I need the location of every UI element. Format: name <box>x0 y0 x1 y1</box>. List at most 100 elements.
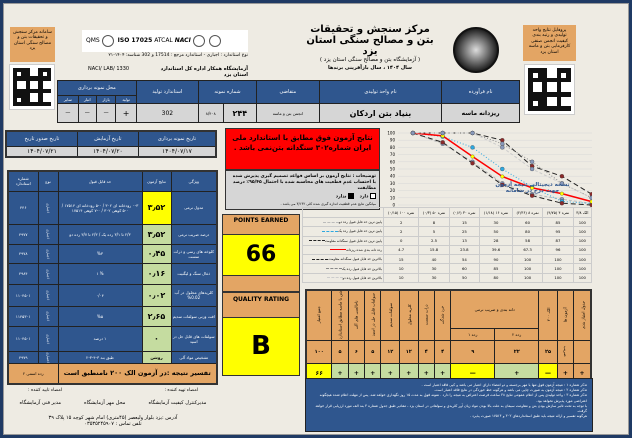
value-cell: 85 <box>542 216 574 228</box>
property-type: اجباری <box>37 243 59 264</box>
right-badge: پروفایل نتایج واحد تولیدی و رتبه بندی کی… <box>523 25 576 61</box>
series-row: پایین ترین حد قابل قبول رده دو 2 8 15 30 60 85… <box>302 216 593 228</box>
header-property: ویژگی <box>170 170 218 192</box>
legend-label: بالاترین حد قابل قبول رده دو <box>342 275 383 280</box>
title-line-3: ( آزمایشگاه بتن و مصالح سنگی استان یزد ) <box>319 57 421 63</box>
property-name: افت وزنی سولفات سدیم <box>170 305 218 327</box>
data-point <box>559 201 565 206</box>
header-limit: حد قابل قبول <box>57 170 143 192</box>
sampling-warehouse-value: — <box>77 103 97 123</box>
legend-label: بالاترین حد قابل قبول سنگدانه مقاومت <box>328 257 382 262</box>
data-point <box>410 130 416 136</box>
x-tick-label: نمره ۴ (۴/۷۵) <box>542 207 574 218</box>
series-row: پایین ترین حد قابل قبول رده یک 2 5 25 50 80 95… <box>302 226 593 237</box>
legend-swatch <box>330 249 347 251</box>
legend-entry: پایین ترین حد قابل قبول سنگدانه مقاومت <box>302 235 384 246</box>
max-score: ۴ <box>417 339 435 364</box>
property-type: اجباری <box>37 262 59 285</box>
property-limit: طبق بند ۳-۴-۳-۲ <box>57 350 143 364</box>
property-name: کلریدهای محلول در آب 0.02% <box>170 283 218 307</box>
grade-subheader: رده ۲ <box>494 327 540 341</box>
producer-value: بنیاد بتن اردکان <box>318 103 443 123</box>
value-cell: 100 <box>572 272 593 284</box>
x-tick-label: نمره ۳۰ (۰/۶) <box>448 207 481 218</box>
org-title: مرکز سنجش و تحقیقات بتن و مصالح سنگی است… <box>300 24 440 63</box>
property-limit: %۵ <box>57 305 143 327</box>
max-score: ۲۵ <box>538 339 558 364</box>
value-cell: 15.8 <box>418 244 450 256</box>
score-header: ناخالصی های آلی <box>348 290 365 341</box>
title-line-1: مرکز سنجش و تحقیقات <box>310 24 430 35</box>
right-qr-code[interactable] <box>524 64 575 115</box>
remark-line: تذکر شماره ۱ : نتیجه آزمون فوق تنها با م… <box>421 383 587 387</box>
property-type: اجباری <box>37 325 59 352</box>
data-point <box>559 181 565 186</box>
grading-table: نمره ۱۰۰ (۰/۱۵) نمره ۵۰ (۰/۳) نمره ۳۰ (۰/۶… <box>302 207 593 284</box>
property-limit: %۳ <box>57 243 143 264</box>
property-result: ۰٫۴۵ <box>141 243 172 264</box>
y-tick-label: 60 <box>390 159 396 164</box>
max-score: ۲۲ <box>494 339 540 364</box>
property-name: سولفات های قابل حل در اسید <box>170 325 218 352</box>
y-tick-label: 20 <box>390 188 396 193</box>
value-cell: 4.7 <box>382 244 420 256</box>
issue-date: ۱۴۰۴/۰۷/۲۱ <box>5 145 78 158</box>
property-std: ۴۹۷۸ <box>7 243 39 264</box>
value-cell: 100 <box>572 244 593 256</box>
sub-warehouse: انبار <box>77 95 97 104</box>
atcal-logo: ATCAL <box>154 37 173 44</box>
dates-table: تاریخ نمونه برداری تاریخ آزمایش تاریخ صد… <box>5 130 217 158</box>
value-cell: 100 <box>572 226 593 237</box>
data-point <box>500 145 505 150</box>
legend-label: پایین ترین حد قابل قبول رده یک <box>338 229 382 234</box>
score-header: جمع امتیاز <box>306 290 332 341</box>
applicant-value: انجمن بتن و ماسه <box>255 103 320 123</box>
points-panel: POINTS EARNED 66 <box>222 214 300 292</box>
max-score: ۱۲ <box>399 339 419 364</box>
legend-entry: پایین ترین حد قابل قبول رده یک <box>302 226 384 237</box>
max-score: ۱۰۰ <box>305 339 333 364</box>
sampling-other-value: — <box>57 103 79 123</box>
y-tick-label: 50 <box>390 167 396 172</box>
property-limit: ۲/۳ تا ۳/۱ رده یک / ۲/۳ تا ۳/۷ رده دو <box>57 223 143 245</box>
rating-label: QUALITY RATING <box>223 293 299 318</box>
max-score: ۴ <box>433 339 452 364</box>
test-date: ۱۴۰۴/۰۷/۲۰ <box>76 145 139 158</box>
header-std-no: شماره استاندارد <box>7 170 39 192</box>
data-point <box>500 182 505 187</box>
score-header: الک ۲۰۰ <box>538 290 558 341</box>
legend-swatch <box>322 221 339 223</box>
notes-box: توضیحات : نتایج آزمون بر اساس قواعد تصمی… <box>225 170 380 210</box>
legend-entry: بالاترین حد قابل قبول سنگدانه مقاومت <box>302 254 384 265</box>
property-row: درصد ضریب نرمی ۳٫۵۲ ۲/۳ تا ۳/۱ رده یک / ۲/… <box>7 223 218 245</box>
sampling-production-value: + <box>115 103 137 123</box>
has-checkbox[interactable] <box>370 192 376 199</box>
value-cell: 25 <box>448 226 481 237</box>
value-cell: 15 <box>382 254 420 265</box>
phone: تلفن تماس : ۰۳۵۳۵۲۴۵۹۰۷ <box>84 421 142 427</box>
y-tick-label: 40 <box>390 174 396 179</box>
left-qr-code[interactable] <box>9 64 55 110</box>
value-cell: 100 <box>572 235 593 246</box>
property-name: تشخیص مواد آلی <box>170 350 218 364</box>
standard-value: 302 <box>135 103 200 123</box>
property-std: ۴۹۷۷ <box>7 223 39 245</box>
value-cell: 100 <box>542 272 574 284</box>
value-cell: 50 <box>479 226 513 237</box>
legend-swatch <box>325 268 342 270</box>
value-cell: 30 <box>418 263 450 274</box>
property-limit: % ۱ <box>57 262 143 285</box>
approved-by-label: امضاء تایید کننده : <box>28 388 63 393</box>
property-name: ذغال سنگ و لیگنیت <box>170 262 218 285</box>
hasnot-checkbox[interactable] <box>348 192 355 199</box>
value-cell: 100 <box>511 263 544 274</box>
value-cell: 100 <box>572 254 593 265</box>
info-table: نام فرآورده نام واحد تولیدی متقاضی شماره… <box>57 80 520 123</box>
max-score: ۶ <box>347 339 366 364</box>
x-tick-label: نمره ۱۶ (۱/۱۸) <box>479 207 513 218</box>
value-cell: 2 <box>382 226 420 237</box>
score-header: خرد شدگی <box>434 290 451 341</box>
prepared-by-label: امضاء تهیه کننده : <box>164 388 198 393</box>
property-std: ۱۱۰۴۵۰۱ <box>7 325 39 352</box>
verdict-box: نتایج آزمون فوق مطابق با استاندارد ملی ا… <box>225 128 380 170</box>
